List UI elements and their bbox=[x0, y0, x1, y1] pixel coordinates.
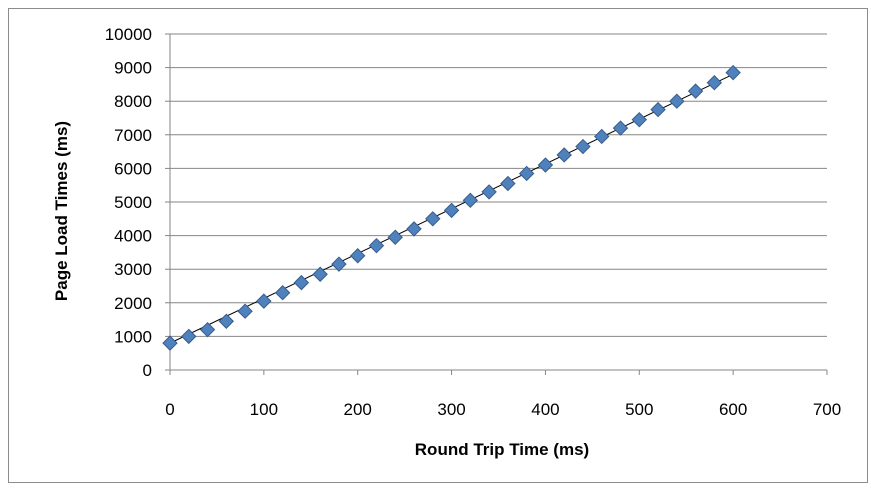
data-point bbox=[612, 120, 629, 136]
y-tick-label: 0 bbox=[143, 361, 152, 380]
x-tick-label: 200 bbox=[344, 400, 372, 419]
data-point bbox=[237, 303, 253, 319]
gridlines bbox=[170, 33, 827, 337]
data-point bbox=[274, 285, 291, 301]
y-tick-label: 6000 bbox=[114, 159, 152, 178]
scatter-chart: 0100020003000400050006000700080009000100… bbox=[52, 25, 841, 459]
data-point bbox=[537, 157, 554, 173]
data-point bbox=[687, 83, 704, 99]
data-point bbox=[500, 175, 516, 192]
data-point bbox=[594, 128, 610, 145]
data-point bbox=[650, 101, 666, 118]
data-point bbox=[368, 237, 385, 254]
x-tick-label: 0 bbox=[165, 400, 174, 419]
x-tick-label: 100 bbox=[250, 400, 278, 419]
data-point bbox=[443, 202, 460, 219]
data-point bbox=[331, 256, 347, 272]
data-point bbox=[218, 313, 235, 329]
y-tick-label: 2000 bbox=[114, 294, 152, 313]
x-axis-title: Round Trip Time (ms) bbox=[415, 440, 589, 459]
y-tick-label: 5000 bbox=[114, 193, 152, 212]
data-point bbox=[406, 221, 422, 237]
x-tick-label: 600 bbox=[719, 400, 747, 419]
data-point bbox=[575, 138, 591, 155]
y-axis-title: Page Load Times (ms) bbox=[52, 121, 71, 301]
x-tick-labels: 0 100 200 300 400 500 600 700 bbox=[165, 400, 841, 419]
data-point bbox=[706, 75, 723, 91]
y-tick-label: 1000 bbox=[114, 327, 152, 346]
data-point bbox=[425, 211, 441, 227]
y-tick-label: 7000 bbox=[114, 126, 152, 145]
data-point bbox=[518, 165, 535, 182]
data-point bbox=[556, 147, 572, 163]
data-point bbox=[199, 321, 216, 338]
data-point bbox=[387, 229, 403, 245]
axes bbox=[165, 33, 828, 375]
x-tick-label: 300 bbox=[437, 400, 465, 419]
y-tick-label: 4000 bbox=[114, 227, 152, 246]
data-point bbox=[462, 192, 479, 209]
data-point bbox=[350, 248, 366, 264]
y-tick-label: 10000 bbox=[105, 25, 152, 44]
data-point bbox=[181, 328, 197, 345]
y-tick-label: 8000 bbox=[114, 92, 152, 111]
data-point bbox=[162, 335, 178, 351]
data-point bbox=[293, 274, 310, 291]
data-point bbox=[481, 184, 497, 200]
x-tick-label: 400 bbox=[531, 400, 559, 419]
data-point bbox=[256, 293, 272, 309]
x-tick-label: 700 bbox=[813, 400, 841, 419]
data-points bbox=[162, 64, 741, 351]
y-tick-label: 9000 bbox=[114, 59, 152, 78]
data-point bbox=[725, 64, 741, 81]
y-tick-label: 3000 bbox=[114, 260, 152, 279]
x-tick-label: 500 bbox=[625, 400, 653, 419]
data-point bbox=[669, 93, 685, 109]
data-point bbox=[312, 266, 328, 282]
chart-frame: 0 1000 2000 3000 4000 5000 6000 7000 8000 9000 100… bbox=[8, 8, 868, 483]
y-tick-labels: 0 1000 2000 3000 4000 5000 6000 7000 8000 9000 100… bbox=[105, 25, 152, 380]
data-point bbox=[631, 111, 647, 128]
